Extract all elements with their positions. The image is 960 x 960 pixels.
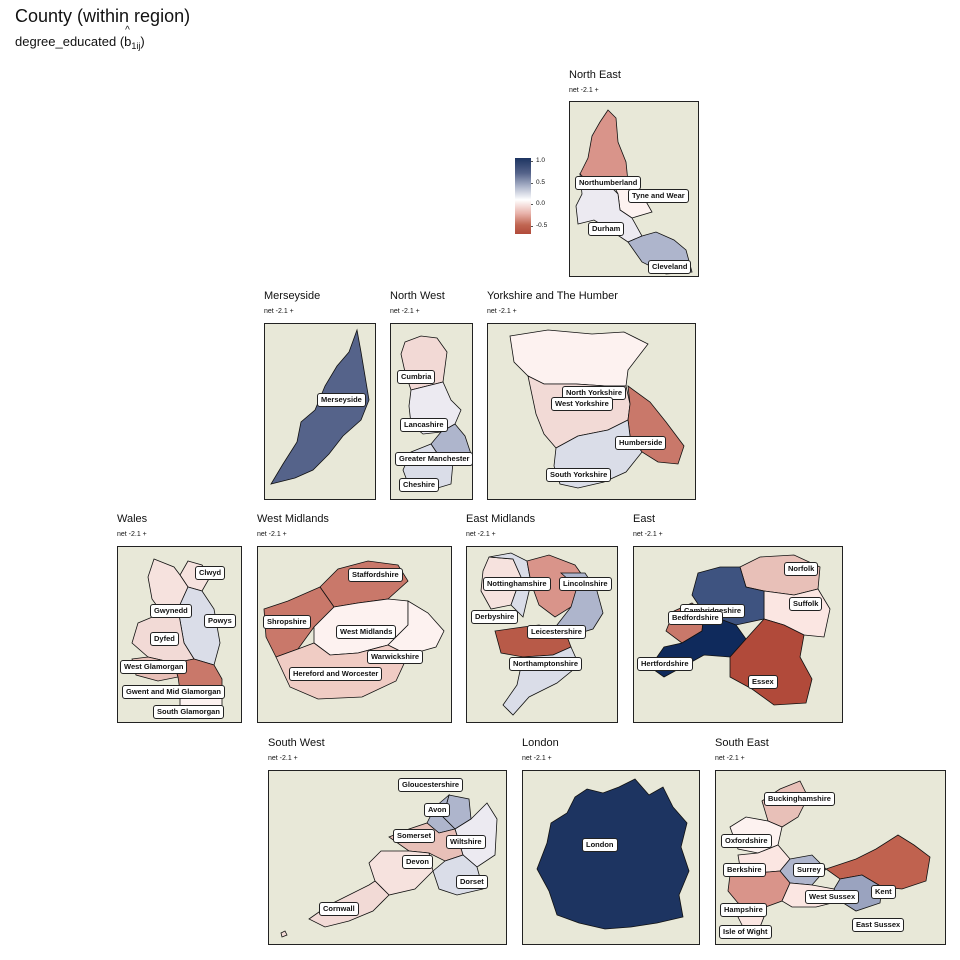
map-panel-west-midlands: Staffordshire Shropshire West Midlands W…	[257, 546, 452, 723]
county-label: Bedfordshire	[668, 611, 723, 625]
county-label: Kent	[871, 885, 896, 899]
county-label: Norfolk	[784, 562, 819, 576]
county-label: Dyfed	[150, 632, 179, 646]
map-panel-south-west: Gloucestershire Avon Somerset Wiltshire …	[268, 770, 507, 945]
region-title-merseyside: Merseyside	[264, 290, 321, 302]
county-label: Northumberland	[575, 176, 642, 190]
legend-tick: -0.5	[536, 222, 548, 229]
region-net-south-west: net -2.1 +	[268, 755, 298, 762]
county-label: Essex	[748, 675, 778, 689]
legend-colorbar	[515, 158, 531, 234]
region-net-merseyside: net -2.1 +	[264, 308, 294, 315]
region-title-south-east: South East	[715, 737, 769, 749]
legend-tick: 0.0	[536, 200, 546, 207]
county-label: East Sussex	[852, 918, 905, 932]
county-label: Tyne and Wear	[628, 189, 689, 203]
map-panel-yorkshire: North Yorkshire West Yorkshire Humbersid…	[487, 323, 696, 500]
county-label: Derbyshire	[471, 610, 519, 624]
county-label: Leicestershire	[527, 625, 586, 639]
chart-title: County (within region)	[15, 6, 191, 26]
legend-tick: 0.5	[536, 179, 546, 186]
subtitle-b: b	[124, 25, 131, 49]
county-label: Hampshire	[720, 903, 767, 917]
county-label: Durham	[588, 222, 625, 236]
map-panel-north-west: Cumbria Lancashire Greater Manchester Ch…	[390, 323, 473, 500]
county-label: Cleveland	[648, 260, 692, 274]
map-panel-east: Norfolk Suffolk Cambridgeshire Bedfordsh…	[633, 546, 843, 723]
region-net-wales: net -2.1 +	[117, 531, 147, 538]
legend-tick-mark	[531, 161, 533, 162]
region-title-north-east: North East	[569, 69, 621, 81]
region-net-south-east: net -2.1 +	[715, 755, 745, 762]
legend-tick-mark	[531, 183, 533, 184]
county-label: Lincolnshire	[559, 577, 612, 591]
county-label: London	[582, 838, 618, 852]
county-label: Gloucestershire	[398, 778, 464, 792]
chart-subtitle: degree_educated (b1ij)	[15, 25, 145, 51]
legend-tick-mark	[531, 226, 533, 227]
county-label: Suffolk	[789, 597, 823, 611]
region-net-london: net -2.1 +	[522, 755, 552, 762]
county-label: Clwyd	[195, 566, 226, 580]
county-label: Gwent and Mid Glamorgan	[122, 685, 226, 699]
county-label: Somerset	[393, 829, 436, 843]
map-panel-east-midlands: Nottinghamshire Lincolnshire Derbyshire …	[466, 546, 618, 723]
county-label: Hereford and Worcester	[289, 667, 383, 681]
county-label: Merseyside	[317, 393, 366, 407]
county-label: Dorset	[456, 875, 488, 889]
region-title-north-west: North West	[390, 290, 445, 302]
county-label: Cheshire	[399, 478, 440, 492]
county-label: Lancashire	[400, 418, 448, 432]
region-title-yorkshire: Yorkshire and The Humber	[487, 290, 618, 302]
map-panel-south-east: Buckinghamshire Oxfordshire Berkshire Su…	[715, 770, 946, 945]
county-label: Berkshire	[723, 863, 766, 877]
legend-tick: 1.0	[536, 157, 546, 164]
subtitle-close: )	[140, 34, 145, 49]
region-title-east-midlands: East Midlands	[466, 513, 536, 525]
region-title-wales: Wales	[117, 513, 148, 525]
county-label: Staffordshire	[348, 568, 403, 582]
county-label: Devon	[402, 855, 433, 869]
map-panel-london: London	[522, 770, 700, 945]
county-label: West Sussex	[805, 890, 860, 904]
county-label: South Glamorgan	[153, 705, 224, 719]
county-label: Buckinghamshire	[764, 792, 835, 806]
map-panel-wales: Clwyd Gwynedd Powys Dyfed West Glamorgan…	[117, 546, 242, 723]
county-label: Cumbria	[397, 370, 436, 384]
county-label: Hertfordshire	[637, 657, 693, 671]
subtitle-subscript: 1ij	[131, 41, 141, 51]
region-net-east-midlands: net -2.1 +	[466, 531, 496, 538]
region-title-south-west: South West	[268, 737, 325, 749]
county-label: West Yorkshire	[551, 397, 613, 411]
region-title-east: East	[633, 513, 656, 525]
region-net-west-midlands: net -2.1 +	[257, 531, 287, 538]
county-label: Nottinghamshire	[483, 577, 551, 591]
county-label: Isle of Wight	[719, 925, 772, 939]
region-net-yorkshire: net -2.1 +	[487, 308, 517, 315]
region-net-north-west: net -2.1 +	[390, 308, 420, 315]
county-label: Surrey	[793, 863, 825, 877]
county-label: Humberside	[615, 436, 667, 450]
county-label: Greater Manchester	[395, 452, 472, 466]
county-label: Cornwall	[319, 902, 359, 916]
county-label: West Glamorgan	[120, 660, 188, 674]
region-net-north-east: net -2.1 +	[569, 87, 599, 94]
county-label: South Yorkshire	[546, 468, 612, 482]
region-net-east: net -2.1 +	[633, 531, 663, 538]
legend-tick-mark	[531, 204, 533, 205]
county-label: West Midlands	[336, 625, 397, 639]
county-label: Northamptonshire	[509, 657, 583, 671]
region-title-london: London	[522, 737, 559, 749]
county-label: Warwickshire	[367, 650, 424, 664]
county-label: Powys	[204, 614, 236, 628]
county-label: Oxfordshire	[721, 834, 772, 848]
county-label: Avon	[424, 803, 451, 817]
county-label: Shropshire	[263, 615, 311, 629]
county-label: Gwynedd	[150, 604, 192, 618]
map-panel-merseyside: Merseyside	[264, 323, 376, 500]
county-label: Wiltshire	[446, 835, 486, 849]
map-panel-north-east: Northumberland Tyne and Wear Durham Clev…	[569, 101, 699, 277]
region-title-west-midlands: West Midlands	[257, 513, 329, 525]
subtitle-variable: degree_educated (	[15, 34, 125, 49]
